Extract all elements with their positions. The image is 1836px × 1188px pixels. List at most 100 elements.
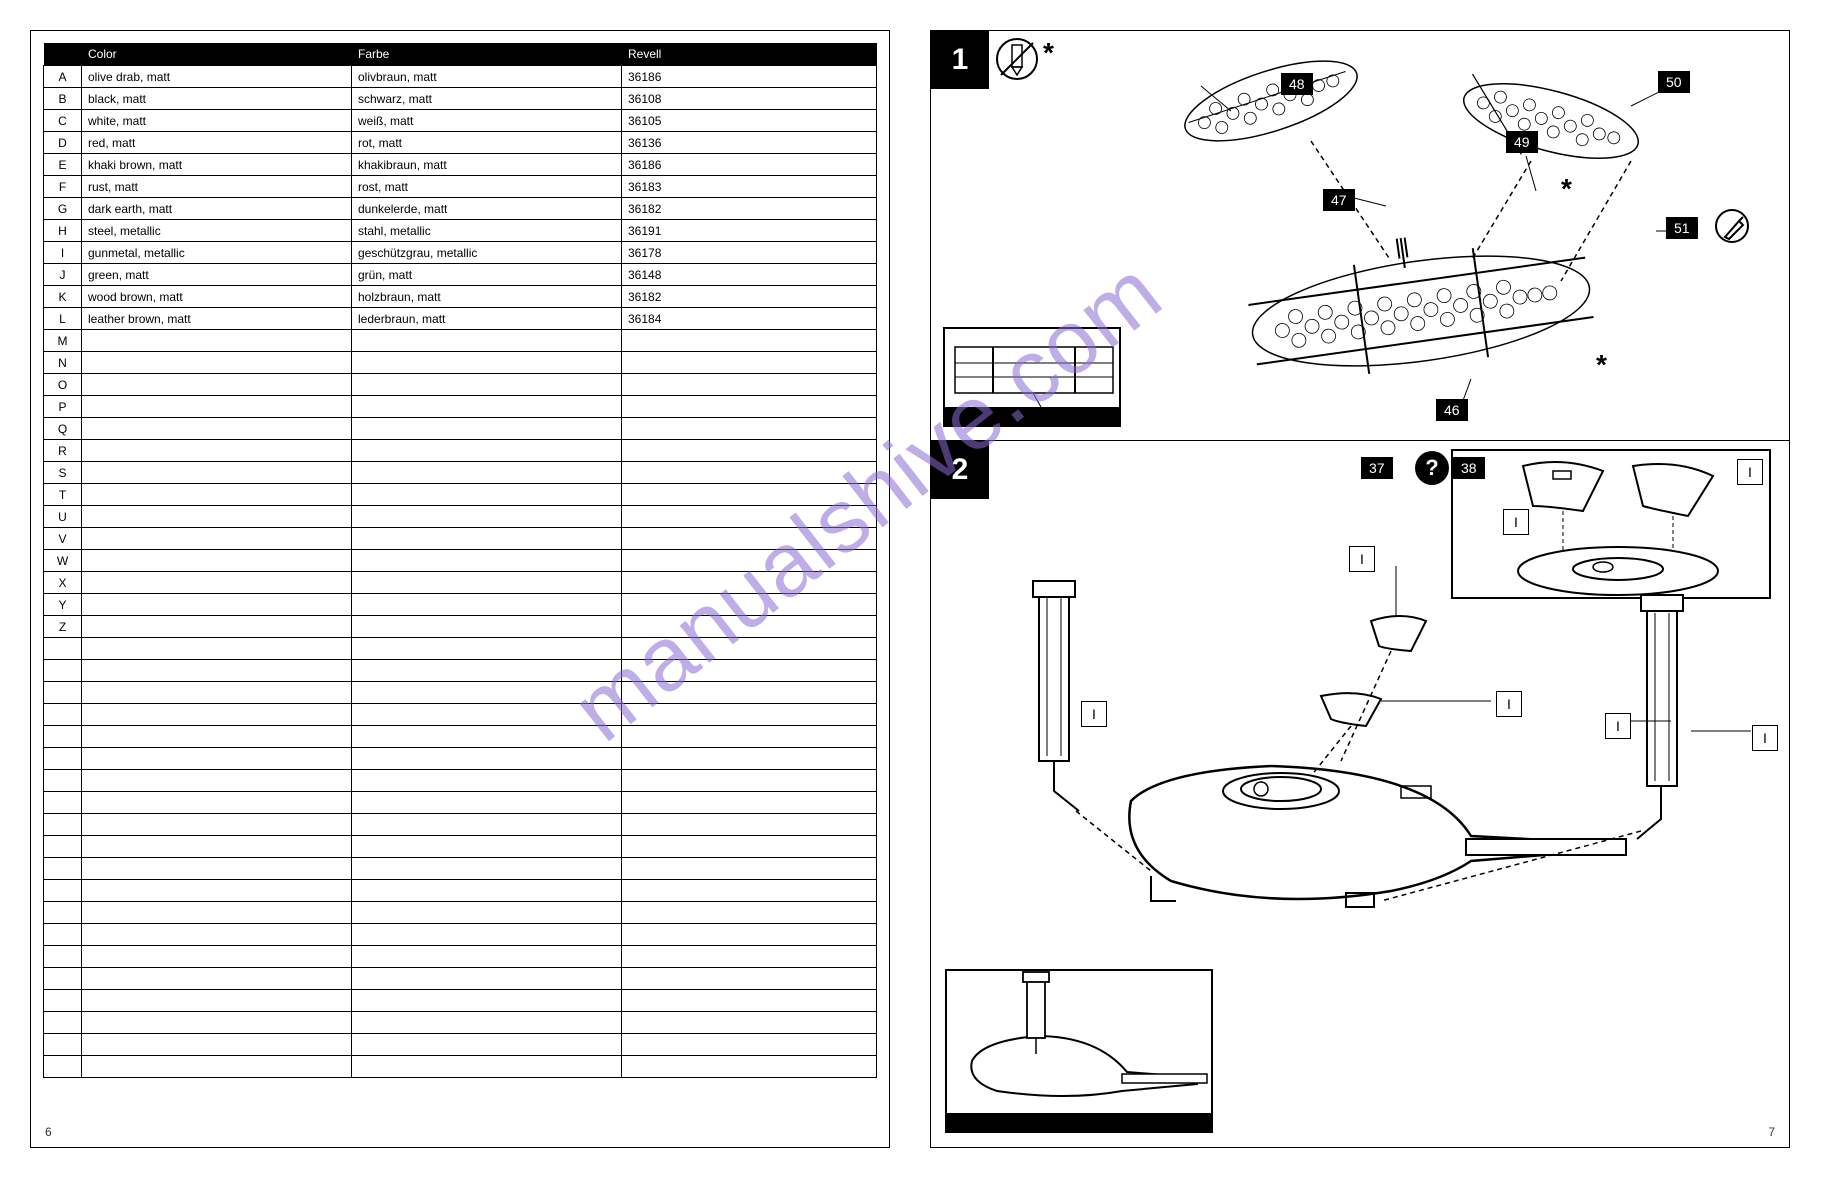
- table-cell: 36186: [622, 154, 877, 176]
- table-cell: [352, 528, 622, 550]
- table-cell: [352, 1056, 622, 1078]
- table-cell: [82, 484, 352, 506]
- table-row: [44, 814, 877, 836]
- color-table: Color Farbe Revell Aolive drab, mattoliv…: [43, 43, 877, 1078]
- table-cell: [352, 1034, 622, 1056]
- table-row: N: [44, 352, 877, 374]
- thumb-caption-bar-2: [947, 1113, 1211, 1131]
- table-cell: [622, 836, 877, 858]
- table-cell: [622, 660, 877, 682]
- table-cell: [352, 660, 622, 682]
- table-cell: [622, 1056, 877, 1078]
- table-cell: [352, 638, 622, 660]
- reference-thumb-2: [945, 969, 1213, 1133]
- asterisk-2: *: [1596, 349, 1607, 381]
- table-cell: U: [44, 506, 82, 528]
- table-row: [44, 1056, 877, 1078]
- table-cell: V: [44, 528, 82, 550]
- table-cell: [622, 924, 877, 946]
- table-row: T: [44, 484, 877, 506]
- table-cell: [352, 550, 622, 572]
- table-cell: 36182: [622, 198, 877, 220]
- table-cell: steel, metallic: [82, 220, 352, 242]
- table-cell: black, matt: [82, 88, 352, 110]
- table-row: V: [44, 528, 877, 550]
- table-row: S: [44, 462, 877, 484]
- table-cell: [82, 902, 352, 924]
- table-cell: [352, 858, 622, 880]
- table-cell: [44, 836, 82, 858]
- table-cell: [82, 968, 352, 990]
- table-row: Hsteel, metallicstahl, metallic36191: [44, 220, 877, 242]
- table-cell: [352, 792, 622, 814]
- table-cell: [44, 792, 82, 814]
- table-cell: [82, 814, 352, 836]
- table-cell: [82, 726, 352, 748]
- table-cell: [44, 858, 82, 880]
- table-cell: [352, 572, 622, 594]
- table-cell: [82, 946, 352, 968]
- table-cell: F: [44, 176, 82, 198]
- table-cell: [44, 726, 82, 748]
- table-row: Q: [44, 418, 877, 440]
- col-code: [44, 43, 82, 66]
- table-cell: green, matt: [82, 264, 352, 286]
- table-cell: O: [44, 374, 82, 396]
- table-cell: [622, 352, 877, 374]
- part-label-49: 49: [1506, 131, 1538, 153]
- table-row: Igunmetal, metallicgeschützgrau, metalli…: [44, 242, 877, 264]
- table-row: [44, 748, 877, 770]
- table-cell: [352, 770, 622, 792]
- table-cell: [82, 836, 352, 858]
- table-row: Y: [44, 594, 877, 616]
- table-cell: K: [44, 286, 82, 308]
- table-cell: [622, 616, 877, 638]
- table-cell: [352, 616, 622, 638]
- table-cell: [82, 770, 352, 792]
- reference-thumb-1: [943, 327, 1121, 427]
- table-cell: Y: [44, 594, 82, 616]
- table-cell: R: [44, 440, 82, 462]
- table-cell: [82, 924, 352, 946]
- table-row: Kwood brown, mattholzbraun, matt36182: [44, 286, 877, 308]
- table-cell: [82, 506, 352, 528]
- step-number-2: 2: [931, 441, 989, 499]
- table-cell: [622, 770, 877, 792]
- part-label-50: 50: [1658, 71, 1690, 93]
- table-cell: S: [44, 462, 82, 484]
- page-number-right: 7: [1768, 1125, 1775, 1139]
- table-cell: [82, 1056, 352, 1078]
- table-cell: [352, 682, 622, 704]
- page-number-left: 6: [45, 1125, 52, 1139]
- table-row: [44, 1012, 877, 1034]
- table-cell: [44, 638, 82, 660]
- table-cell: rot, matt: [352, 132, 622, 154]
- table-cell: 36148: [622, 264, 877, 286]
- table-cell: [622, 946, 877, 968]
- part-label-48: 48: [1281, 73, 1313, 95]
- table-cell: [352, 968, 622, 990]
- table-row: Z: [44, 616, 877, 638]
- col-color-en: Color: [82, 43, 352, 66]
- table-cell: [622, 462, 877, 484]
- table-cell: [44, 704, 82, 726]
- table-cell: [622, 550, 877, 572]
- table-row: [44, 792, 877, 814]
- part-label-51: 51: [1666, 217, 1698, 239]
- table-cell: N: [44, 352, 82, 374]
- table-cell: [352, 484, 622, 506]
- table-row: [44, 726, 877, 748]
- table-cell: [622, 792, 877, 814]
- table-cell: [622, 572, 877, 594]
- table-cell: G: [44, 198, 82, 220]
- table-row: Frust, mattrost, matt36183: [44, 176, 877, 198]
- table-cell: khaki brown, matt: [82, 154, 352, 176]
- table-cell: [82, 638, 352, 660]
- cut-icon: [1715, 209, 1749, 243]
- table-row: [44, 902, 877, 924]
- asterisk-note: *: [1043, 37, 1054, 69]
- table-cell: [44, 1012, 82, 1034]
- table-row: [44, 924, 877, 946]
- col-color-de: Farbe: [352, 43, 622, 66]
- table-cell: [622, 858, 877, 880]
